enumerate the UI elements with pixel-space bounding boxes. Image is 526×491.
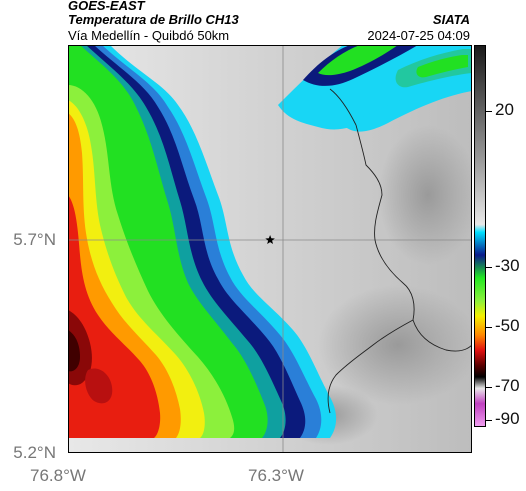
colorbar-tickmark (486, 387, 492, 388)
colorbar-tick-m50: -50 (495, 316, 520, 335)
ne-cyan-tail (343, 79, 472, 132)
colorbar-tickmark (486, 420, 492, 421)
colorbar-tickmark (486, 267, 492, 268)
colorbar-tick-m90: -90 (495, 409, 520, 428)
lat-tick-5-7: 5.7°N (13, 230, 56, 249)
organization-label: SIATA (432, 12, 470, 27)
gray-mottle (378, 125, 472, 265)
colorbar-tickmark (486, 327, 492, 328)
brightness-temperature-map (68, 45, 472, 453)
lon-tick-76-8: 76.8°W (30, 466, 86, 485)
border-line-north (329, 88, 357, 126)
border-line-south (327, 319, 414, 414)
lon-tick-76-3: 76.3°W (248, 466, 304, 485)
convective-cloud-west (68, 45, 337, 438)
cloud-black-core (68, 330, 80, 372)
gray-mottle (318, 285, 472, 405)
cloud-dark-spot (85, 368, 113, 404)
satellite-label: GOES-EAST (68, 0, 145, 13)
product-title: Temperatura de Brillo CH13 (68, 12, 239, 27)
route-subtitle: Vía Medellín - Quibdó 50km (68, 28, 230, 43)
colorbar-tickmark (486, 111, 492, 112)
convective-cloud-northeast (278, 45, 472, 132)
border-line (355, 124, 472, 352)
ne-green-east-core (416, 55, 468, 78)
timestamp-label: 2024-07-25 04:09 (367, 28, 470, 43)
colorbar-tick-m70: -70 (495, 376, 520, 395)
star-icon (265, 235, 275, 245)
colorbar-tick-m30: -30 (495, 256, 520, 275)
colorbar (474, 45, 486, 427)
colorbar-gradient (474, 45, 486, 427)
map-frame (68, 45, 472, 453)
ne-green (318, 45, 398, 76)
lat-tick-5-2: 5.2°N (13, 443, 56, 462)
colorbar-tick-20: 20 (495, 100, 514, 119)
